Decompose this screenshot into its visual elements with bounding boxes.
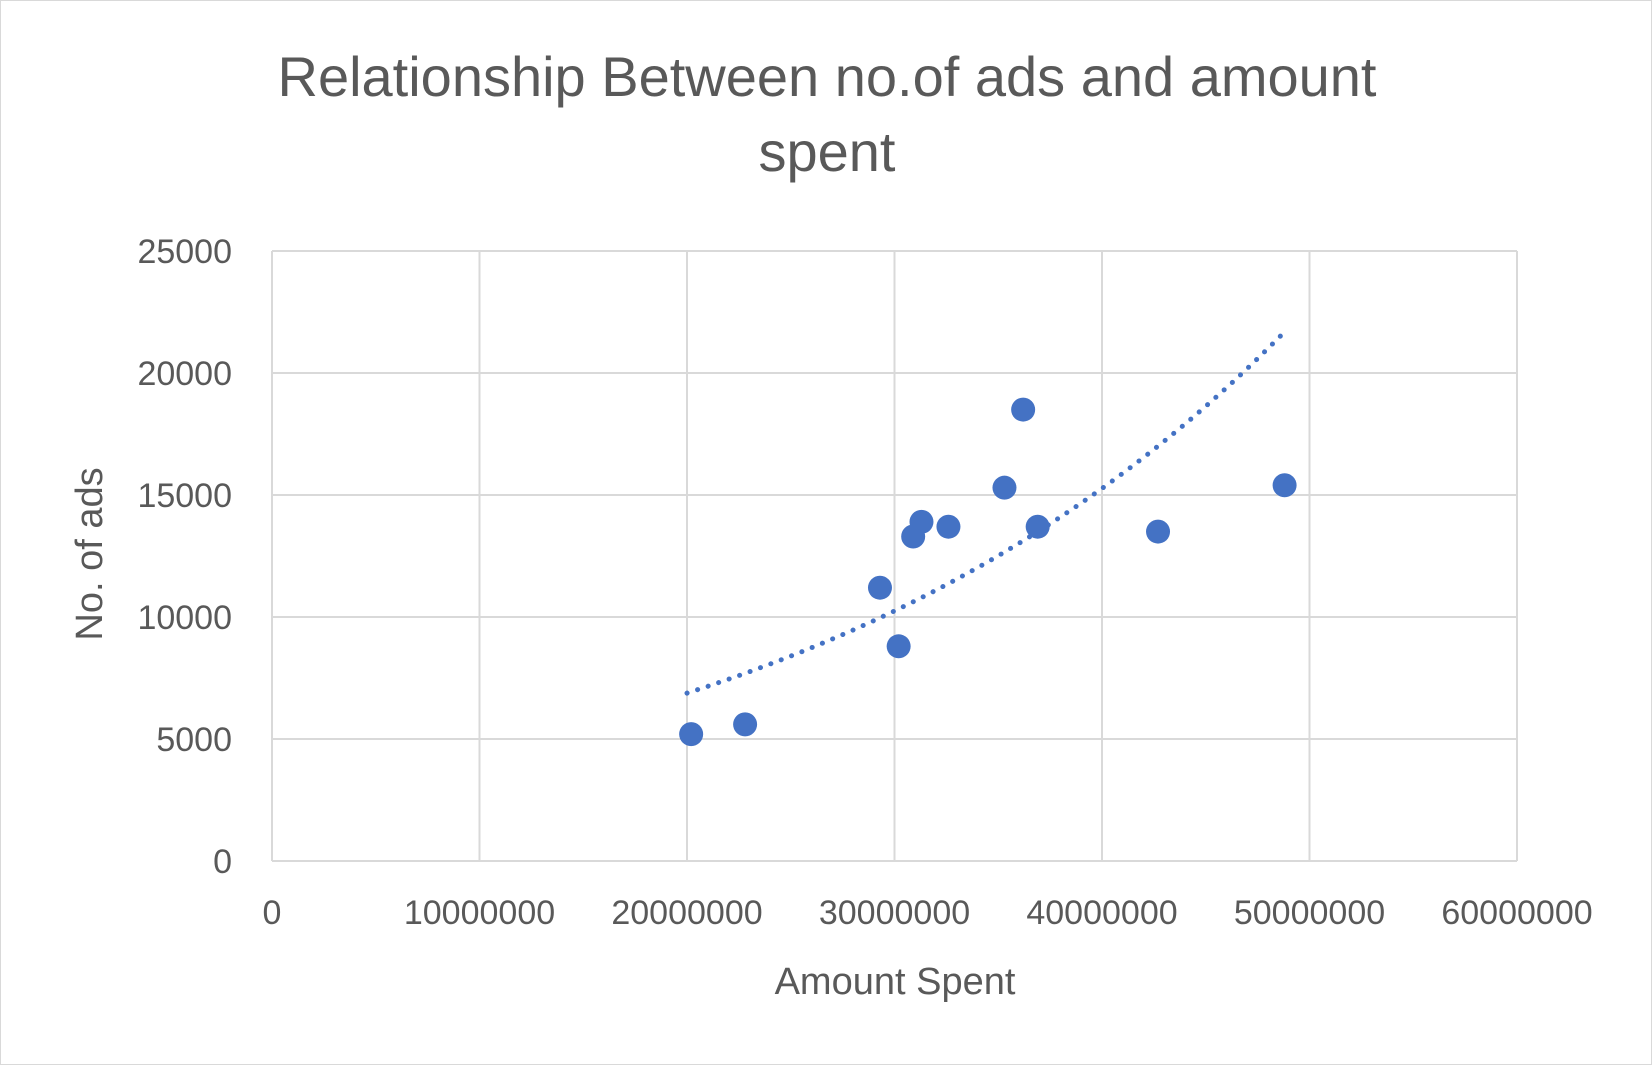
chart-title-line-1: Relationship Between no.of ads and amoun… [278, 45, 1377, 108]
data-point [992, 475, 1017, 500]
y-tick-label: 5000 [156, 721, 232, 759]
data-point [733, 712, 758, 737]
x-tick-label: 50000000 [1234, 894, 1385, 932]
trendline [684, 331, 1285, 696]
x-axis-tick-labels: 0 10000000 20000000 30000000 40000000 5000000… [263, 894, 1593, 932]
data-point [1272, 473, 1297, 498]
chart-title-group: Relationship Between no.of ads and amoun… [278, 45, 1377, 183]
y-axis-title: No. of ads [69, 467, 111, 640]
y-tick-label: 0 [213, 843, 232, 881]
x-tick-label: 20000000 [611, 894, 762, 932]
y-tick-label: 10000 [137, 599, 232, 637]
y-tick-label: 15000 [137, 477, 232, 515]
data-points [679, 397, 1297, 747]
gridlines [271, 250, 1518, 862]
x-tick-label: 40000000 [1026, 894, 1177, 932]
y-tick-label: 20000 [137, 355, 232, 393]
x-axis-title: Amount Spent [775, 961, 1016, 1003]
x-tick-label: 30000000 [819, 894, 970, 932]
data-point [867, 575, 892, 600]
trendline-group [684, 331, 1285, 696]
data-point [886, 634, 911, 659]
data-point [1011, 397, 1036, 422]
chart-title-line-2: spent [759, 120, 896, 183]
data-point [936, 514, 961, 539]
x-tick-label: 10000000 [404, 894, 555, 932]
y-axis-tick-labels: 0 5000 10000 15000 20000 25000 [137, 233, 232, 881]
data-point [1025, 514, 1050, 539]
data-point [909, 509, 934, 534]
x-tick-label: 0 [263, 894, 282, 932]
x-tick-label: 60000000 [1441, 894, 1592, 932]
y-tick-label: 25000 [137, 233, 232, 271]
data-point [1146, 519, 1171, 544]
data-point [679, 722, 704, 747]
